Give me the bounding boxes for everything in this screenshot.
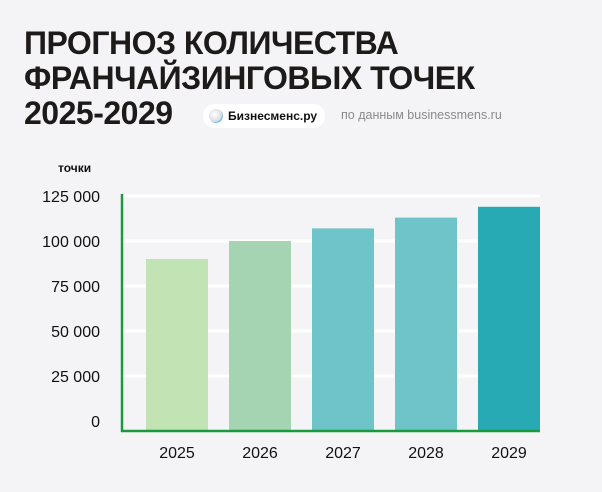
y-tick-label: 50 000 <box>51 324 100 341</box>
title-line-3: 2025-2029 <box>24 95 173 131</box>
brand-logo-icon <box>209 109 223 123</box>
bar-2026 <box>229 241 291 431</box>
chart-title: ПРОГНОЗ КОЛИЧЕСТВА ФРАНЧАЙЗИНГОВЫХ ТОЧЕК… <box>24 26 475 131</box>
y-tick-label: 0 <box>91 414 100 431</box>
brand-name: Бизнесменс.ру <box>228 109 318 123</box>
y-tick-label: 100 000 <box>42 234 100 251</box>
y-tick-label: 125 000 <box>42 189 100 206</box>
x-tick-label: 2029 <box>491 445 527 462</box>
bar-2025 <box>146 259 208 431</box>
y-tick-label: 25 000 <box>51 369 100 386</box>
bar-2027 <box>312 228 374 431</box>
source-note: по данным businessmens.ru <box>341 108 502 122</box>
x-tick-label: 2028 <box>408 445 444 462</box>
y-axis-label: точки <box>58 161 92 175</box>
brand-badge: Бизнесменс.ру <box>203 104 326 128</box>
x-tick-label: 2026 <box>242 445 278 462</box>
y-tick-label: 75 000 <box>51 279 100 296</box>
x-tick-label: 2027 <box>325 445 361 462</box>
x-tick-label: 2025 <box>159 445 195 462</box>
title-line-2: ФРАНЧАЙЗИНГОВЫХ ТОЧЕК <box>24 60 475 96</box>
bar-2028 <box>395 217 457 431</box>
title-line-1: ПРОГНОЗ КОЛИЧЕСТВА <box>24 25 399 61</box>
bar-2029 <box>478 206 540 431</box>
